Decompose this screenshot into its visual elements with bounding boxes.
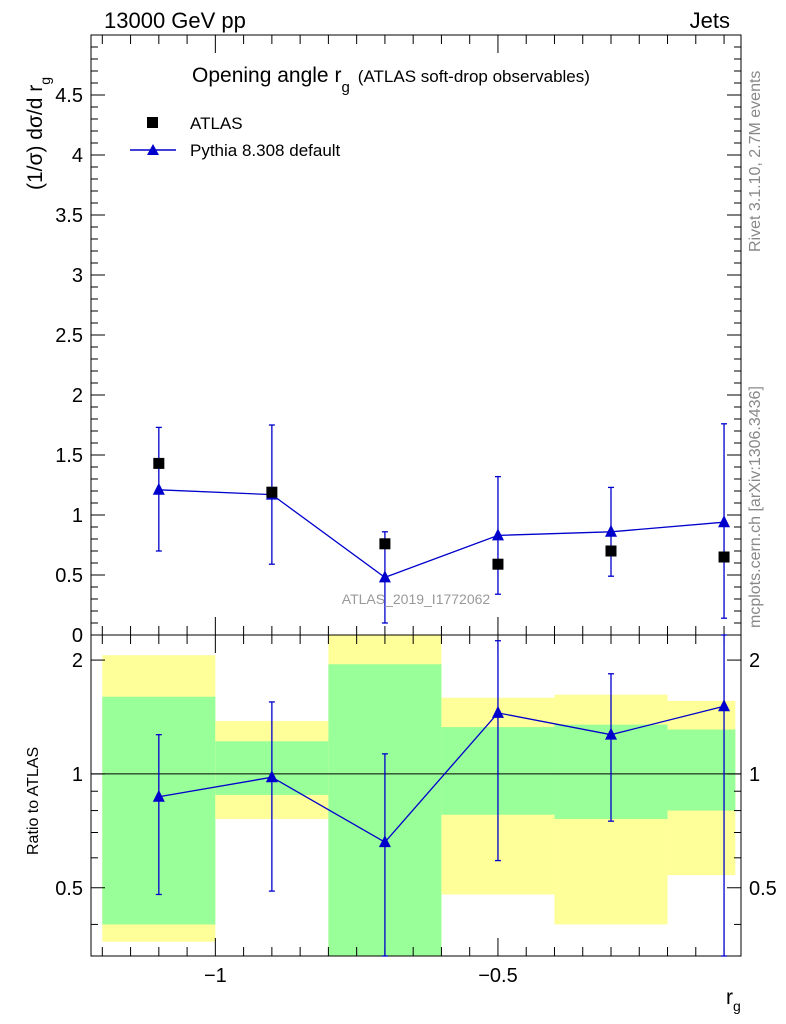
atlas-point bbox=[266, 486, 278, 498]
legend: ATLAS Pythia 8.308 default bbox=[130, 114, 341, 160]
ratio-mc-point bbox=[378, 835, 391, 848]
atlas-point bbox=[605, 545, 617, 557]
ratio-mc-point bbox=[718, 699, 731, 712]
ratio-xlabel: rg bbox=[726, 986, 741, 1014]
atlas-point bbox=[153, 457, 165, 469]
ratio-ytick-label-left: 2 bbox=[72, 650, 83, 672]
atlas-point bbox=[379, 538, 391, 550]
main-plot-marks bbox=[152, 423, 731, 624]
header-left: 13000 GeV pp bbox=[104, 8, 246, 33]
legend-data-label: ATLAS bbox=[190, 114, 243, 133]
main-ylabel: (1/σ) dσ/d rg bbox=[24, 77, 53, 190]
main-ytick-label: 0.5 bbox=[55, 565, 83, 587]
atlas-point bbox=[718, 551, 730, 563]
chart-title: Opening angle rg (ATLAS soft-drop observa… bbox=[192, 64, 590, 96]
header-right: Jets bbox=[690, 8, 730, 33]
main-ytick-label: 3.5 bbox=[55, 205, 83, 227]
ratio-plot-marks bbox=[152, 634, 731, 957]
chart-title-main: Opening angle r bbox=[192, 64, 341, 87]
main-ytick-label: 4.5 bbox=[55, 85, 83, 107]
ratio-mc-point bbox=[491, 705, 504, 718]
main-ytick-label: 1 bbox=[72, 505, 83, 527]
main-ytick-label: 2 bbox=[72, 385, 83, 407]
mcplots-label: mcplots.cern.ch [arXiv:1306.3436] bbox=[747, 386, 764, 628]
ratio-ytick-label-left: 0.5 bbox=[55, 878, 83, 900]
mc-point bbox=[718, 515, 731, 528]
mc-point bbox=[152, 482, 165, 495]
chart-title-suffix: (ATLAS soft-drop observables) bbox=[358, 67, 590, 86]
main-ytick-label: 2.5 bbox=[55, 325, 83, 347]
mc-point bbox=[605, 524, 617, 537]
mc-point bbox=[491, 528, 504, 541]
ratio-xtick-label: −1 bbox=[204, 965, 227, 987]
atlas-point bbox=[492, 558, 504, 570]
ratio-xlabel-text: r bbox=[726, 986, 733, 1009]
main-plot-frame bbox=[90, 34, 742, 636]
ratio-ylabel: Ratio to ATLAS bbox=[25, 747, 42, 855]
ratio-mc-line bbox=[158, 705, 725, 843]
main-ytick-label: 0 bbox=[72, 625, 83, 647]
main-ylabel-sub: g bbox=[37, 77, 53, 85]
ratio-ytick-label-right: 2 bbox=[749, 650, 760, 672]
ratio-mc-point bbox=[265, 770, 278, 783]
ratio-plot-frame bbox=[90, 634, 742, 957]
ratio-xlabel-sub: g bbox=[733, 998, 741, 1014]
chart-title-sub: g bbox=[341, 79, 349, 96]
mc-point bbox=[378, 570, 391, 583]
analysis-watermark: ATLAS_2019_I1772062 bbox=[342, 591, 491, 607]
main-ytick-label: 4 bbox=[72, 145, 83, 167]
ratio-ytick-label-right: 0.5 bbox=[749, 878, 777, 900]
band-green-5 bbox=[667, 729, 736, 811]
legend-data-marker bbox=[147, 117, 158, 128]
mc-line bbox=[158, 489, 725, 579]
main-ylabel-text: (1/σ) dσ/d r bbox=[24, 85, 47, 190]
ratio-xtick-label: −0.5 bbox=[478, 965, 517, 987]
main-ytick-label: 3 bbox=[72, 265, 83, 287]
ratio-ytick-label-right: 1 bbox=[749, 764, 760, 786]
ratio-uncertainty-bands bbox=[102, 635, 736, 956]
rivet-label: Rivet 3.1.10, 2.7M events bbox=[747, 71, 764, 252]
ratio-mc-point bbox=[605, 727, 617, 740]
legend-mc-label: Pythia 8.308 default bbox=[190, 141, 341, 160]
legend-mc-marker bbox=[147, 144, 159, 155]
ratio-ytick-label-left: 1 bbox=[72, 764, 83, 786]
ratio-mc-point bbox=[152, 789, 165, 802]
main-ytick-label: 1.5 bbox=[55, 445, 83, 467]
